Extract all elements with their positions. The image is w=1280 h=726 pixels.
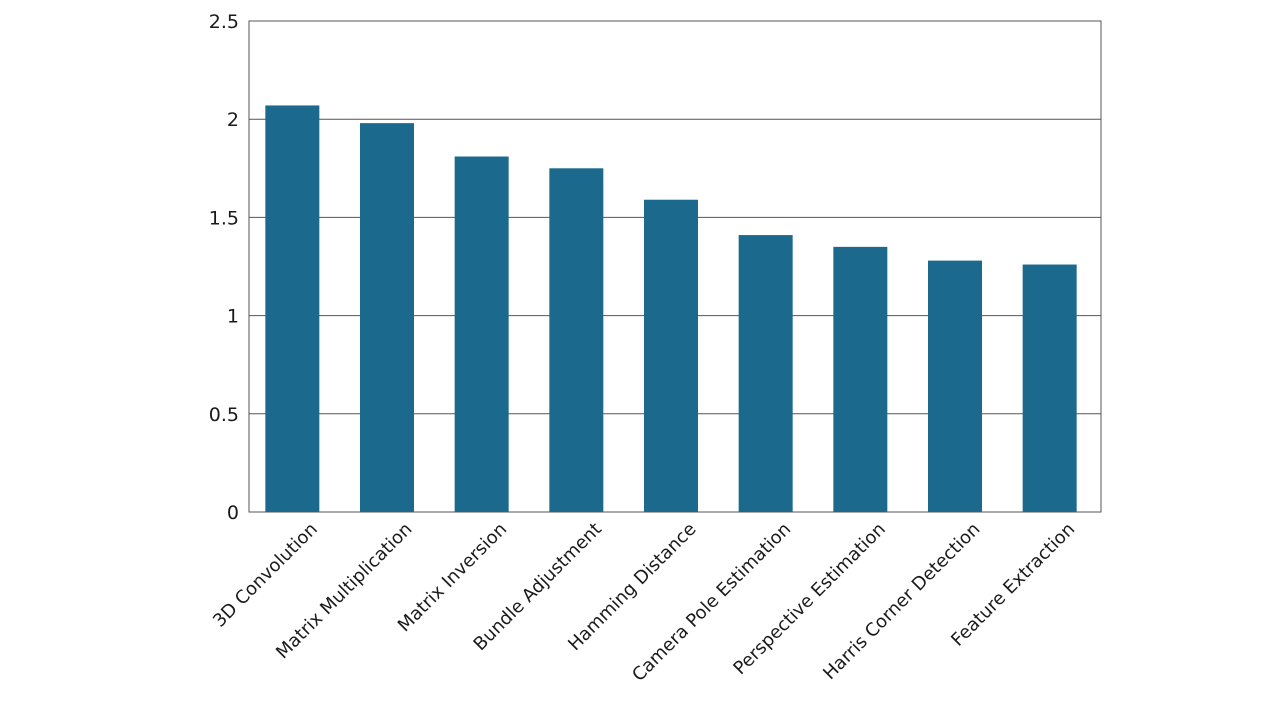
bars bbox=[265, 105, 1077, 513]
bar bbox=[833, 246, 888, 513]
y-tick-label: 2 bbox=[227, 109, 239, 131]
x-category-label: Camera Pole Estimation bbox=[628, 519, 795, 686]
bar bbox=[549, 168, 604, 513]
bar bbox=[454, 156, 509, 513]
bar bbox=[928, 260, 982, 512]
plot-frame bbox=[248, 20, 1102, 513]
y-tick-label: 2.5 bbox=[209, 11, 239, 33]
y-axis-tick-labels: 0 0.5 1 1.5 2 2.5 bbox=[209, 11, 239, 524]
y-tick-label: 1 bbox=[227, 306, 239, 328]
bar bbox=[644, 199, 698, 512]
y-tick-label: 1.5 bbox=[209, 207, 239, 229]
y-tick-label: 0.5 bbox=[209, 404, 239, 426]
bar bbox=[265, 105, 320, 513]
x-category-label: Harris Corner Detection bbox=[819, 519, 984, 684]
x-category-label: Perspective Estimation bbox=[729, 519, 889, 679]
bar bbox=[738, 235, 793, 513]
bar bbox=[1022, 264, 1077, 512]
y-tick-label: 0 bbox=[227, 502, 239, 524]
bar bbox=[360, 123, 414, 513]
